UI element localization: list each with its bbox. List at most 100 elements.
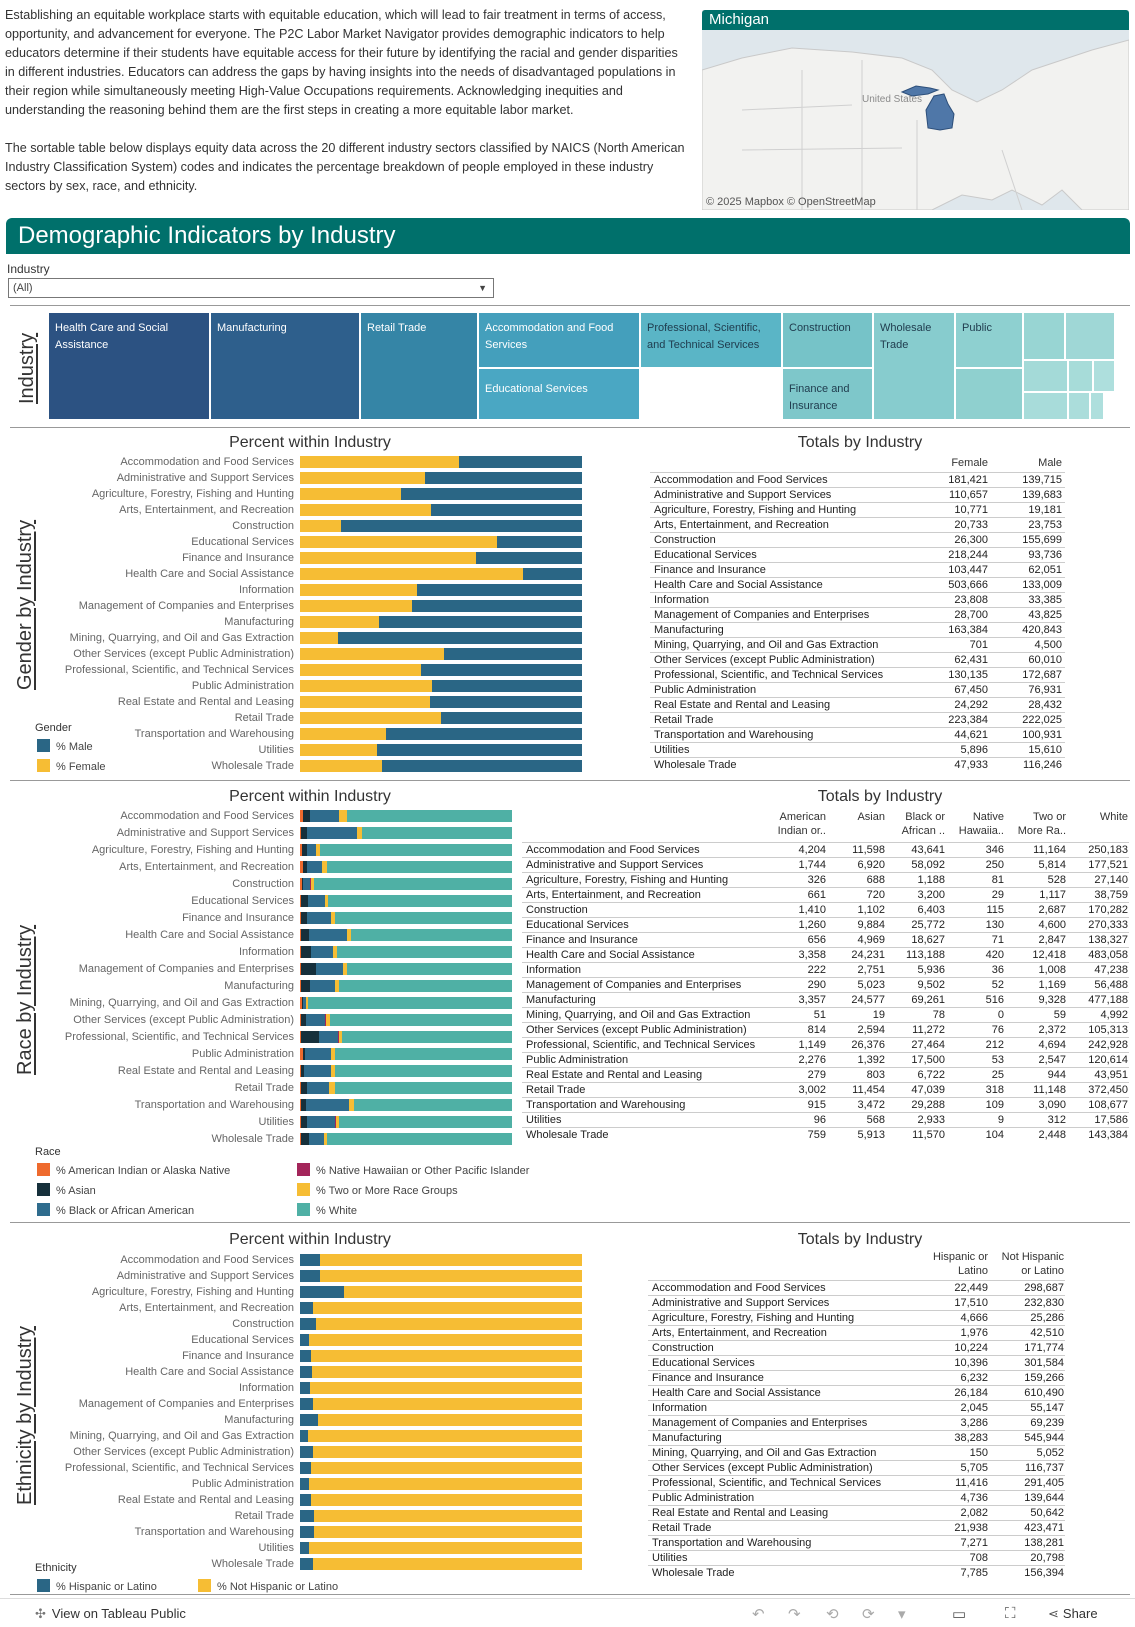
- treemap-cell[interactable]: Educational Services: [478, 368, 640, 420]
- bar-segment[interactable]: [443, 648, 582, 660]
- stacked-bar[interactable]: [300, 1318, 582, 1330]
- table-column-header[interactable]: Female: [951, 457, 988, 469]
- table-row[interactable]: Real Estate and Rental and Leasing 24,292…: [650, 698, 1065, 713]
- bar-segment[interactable]: [300, 1414, 319, 1426]
- redo-icon[interactable]: ↷: [788, 1606, 801, 1623]
- legend-item[interactable]: % Two or More Race Groups: [297, 1183, 458, 1198]
- bar-segment[interactable]: [300, 1048, 304, 1060]
- table-row[interactable]: Transportation and Warehousing 915 3,472 29…: [522, 1098, 1129, 1113]
- legend-item[interactable]: % Native Hawaiian or Other Pacific Islan…: [297, 1163, 529, 1178]
- bar-segment[interactable]: [325, 895, 329, 907]
- bar-segment[interactable]: [323, 1133, 327, 1145]
- table-row[interactable]: Administrative and Support Services 110,6…: [650, 488, 1065, 503]
- bar-segment[interactable]: [300, 1065, 302, 1077]
- bar-segment[interactable]: [326, 1133, 512, 1145]
- bar-segment[interactable]: [328, 895, 512, 907]
- table-row[interactable]: Educational Services 10,396 301,584: [648, 1356, 1065, 1371]
- treemap-cell[interactable]: Construction: [782, 312, 873, 368]
- bar-segment[interactable]: [300, 632, 338, 644]
- table-row[interactable]: Agriculture, Forestry, Fishing and Hunti…: [648, 1311, 1065, 1326]
- bar-segment[interactable]: [300, 552, 477, 564]
- table-row[interactable]: Public Administration 4,736 139,644: [648, 1491, 1065, 1506]
- bar-segment[interactable]: [305, 1048, 332, 1060]
- bar-segment[interactable]: [300, 810, 303, 822]
- bar-segment[interactable]: [301, 929, 310, 941]
- bar-segment[interactable]: [300, 568, 524, 580]
- bar-segment[interactable]: [335, 980, 339, 992]
- bar-segment[interactable]: [300, 929, 302, 941]
- legend-item[interactable]: % White: [297, 1203, 357, 1218]
- stacked-bar[interactable]: [300, 1334, 582, 1346]
- stacked-bar[interactable]: [300, 1048, 512, 1060]
- bar-segment[interactable]: [300, 997, 303, 1009]
- treemap-cell-small[interactable]: [1068, 360, 1093, 392]
- stacked-bar[interactable]: [300, 1366, 582, 1378]
- table-row[interactable]: Health Care and Social Assistance 503,666…: [650, 578, 1065, 593]
- table-row[interactable]: Health Care and Social Assistance 3,358 24…: [522, 948, 1129, 963]
- stacked-bar[interactable]: [300, 1065, 512, 1077]
- stacked-bar[interactable]: [300, 696, 582, 708]
- table-row[interactable]: Public Administration 67,450 76,931: [650, 683, 1065, 698]
- table-row[interactable]: Transportation and Warehousing 44,621 100,…: [650, 728, 1065, 743]
- treemap-cell[interactable]: Manufacturing: [210, 312, 360, 420]
- bar-segment[interactable]: [300, 472, 425, 484]
- table-row[interactable]: Mining, Quarrying, and Oil and Gas Extra…: [522, 1008, 1129, 1023]
- bar-segment[interactable]: [313, 1510, 582, 1522]
- bar-segment[interactable]: [333, 946, 337, 958]
- refresh-icon[interactable]: ⟳: [862, 1606, 875, 1623]
- stacked-bar[interactable]: [300, 1082, 512, 1094]
- fullscreen-icon[interactable]: ⛶: [1005, 1605, 1016, 1622]
- bar-segment[interactable]: [300, 536, 498, 548]
- bar-segment[interactable]: [314, 1526, 582, 1538]
- bar-segment[interactable]: [300, 1116, 307, 1128]
- table-row[interactable]: Arts, Entertainment, and Recreation 20,73…: [650, 518, 1065, 533]
- bar-segment[interactable]: [310, 1350, 582, 1362]
- bar-segment[interactable]: [307, 827, 357, 839]
- bar-segment[interactable]: [300, 1099, 302, 1111]
- bar-segment[interactable]: [336, 946, 512, 958]
- bar-segment[interactable]: [302, 997, 307, 1009]
- table-row[interactable]: Information 222 2,751 5,936 36 1,008 47,238: [522, 963, 1129, 978]
- stacked-bar[interactable]: [300, 827, 512, 839]
- stacked-bar[interactable]: [300, 584, 582, 596]
- stacked-bar[interactable]: [300, 861, 512, 873]
- table-row[interactable]: Manufacturing 3,357 24,577 69,261 516 9,328 47…: [522, 993, 1129, 1008]
- bar-segment[interactable]: [300, 680, 432, 692]
- bar-segment[interactable]: [300, 504, 432, 516]
- stacked-bar[interactable]: [300, 1382, 582, 1394]
- bar-segment[interactable]: [300, 963, 301, 975]
- bar-segment[interactable]: [315, 963, 344, 975]
- bar-segment[interactable]: [300, 1446, 314, 1458]
- bar-segment[interactable]: [319, 1254, 582, 1266]
- treemap-cell[interactable]: Accommodation and Food Services: [478, 312, 640, 368]
- stacked-bar[interactable]: [300, 648, 582, 660]
- bar-segment[interactable]: [300, 895, 308, 907]
- bar-segment[interactable]: [441, 712, 582, 724]
- bar-segment[interactable]: [300, 744, 378, 756]
- bar-segment[interactable]: [306, 1082, 330, 1094]
- bar-segment[interactable]: [300, 895, 301, 907]
- bar-segment[interactable]: [476, 552, 582, 564]
- bar-segment[interactable]: [308, 1133, 324, 1145]
- treemap-cell-small[interactable]: [1068, 392, 1090, 420]
- table-row[interactable]: Administrative and Support Services 17,51…: [648, 1296, 1065, 1311]
- table-column-header[interactable]: White: [1099, 811, 1128, 823]
- table-row[interactable]: Manufacturing 163,384 420,843: [650, 623, 1065, 638]
- table-row[interactable]: Management of Companies and Enterprises 2…: [522, 978, 1129, 993]
- table-column-header[interactable]: Native Hawaiia..: [958, 811, 1004, 837]
- bar-segment[interactable]: [308, 997, 512, 1009]
- bar-segment[interactable]: [310, 810, 340, 822]
- bar-segment[interactable]: [401, 488, 582, 500]
- bar-segment[interactable]: [300, 946, 301, 958]
- bar-segment[interactable]: [421, 664, 582, 676]
- bar-segment[interactable]: [351, 929, 512, 941]
- bar-segment[interactable]: [300, 878, 302, 890]
- table-row[interactable]: Management of Companies and Enterprises 3…: [648, 1416, 1065, 1431]
- stacked-bar[interactable]: [300, 1286, 582, 1298]
- treemap-cell[interactable]: Health Care and Social Assistance: [48, 312, 210, 420]
- bar-segment[interactable]: [313, 1558, 582, 1570]
- bar-segment[interactable]: [300, 616, 379, 628]
- bar-segment[interactable]: [300, 1031, 301, 1043]
- bar-segment[interactable]: [300, 1082, 302, 1094]
- table-row[interactable]: Real Estate and Rental and Leasing 2,082 5…: [648, 1506, 1065, 1521]
